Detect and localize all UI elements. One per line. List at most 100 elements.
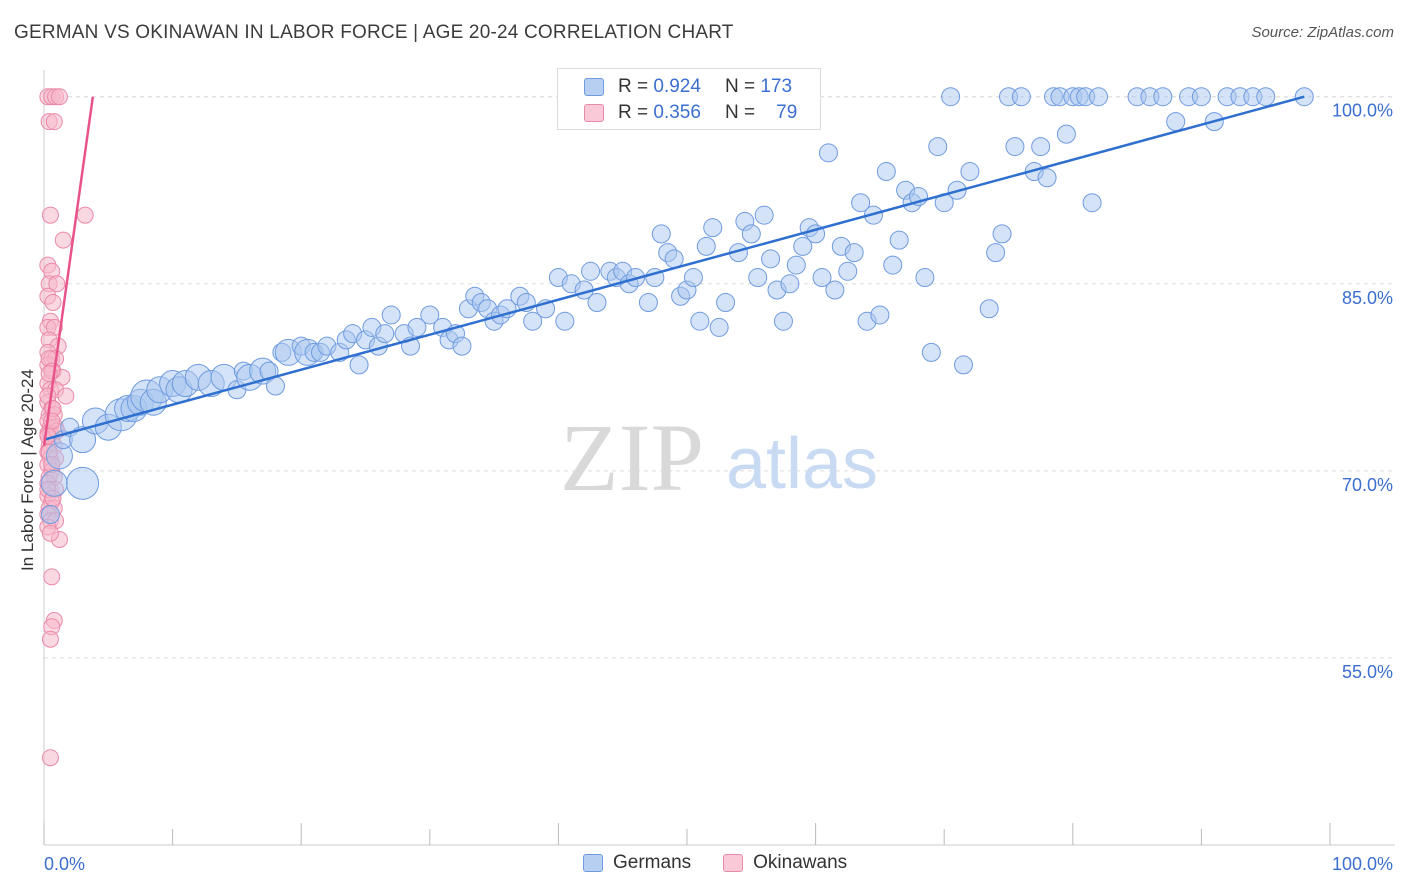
german-point xyxy=(838,261,858,281)
german-point xyxy=(915,268,935,288)
okinawan-point xyxy=(41,206,59,224)
okinawan-point xyxy=(41,630,59,648)
german-point xyxy=(812,268,832,288)
watermark-atlas: atlas xyxy=(726,424,878,504)
german-point xyxy=(748,268,768,288)
stats-legend: R = 0.924 N = 173 R = 0.356 N = 79 xyxy=(557,68,821,130)
okinawan-point xyxy=(45,113,63,131)
okinawans-n-label: N = xyxy=(724,102,756,123)
okinawans-n-value: 79 xyxy=(776,102,798,123)
german-point xyxy=(773,311,793,331)
tick-labels: 55.0% 70.0% 85.0% 100.0% 0.0% 100.0% xyxy=(44,101,1393,874)
german-point xyxy=(407,317,427,337)
legend-row-okinawans: R = 0.356 N = 79 xyxy=(584,101,797,125)
german-point xyxy=(941,87,961,107)
german-point xyxy=(876,162,896,182)
german-point xyxy=(1031,137,1051,157)
german-point xyxy=(555,311,575,331)
y-axis-label: In Labor Force | Age 20-24 xyxy=(18,369,37,571)
germans-legend-label: Germans xyxy=(613,852,692,873)
german-point xyxy=(1166,112,1186,132)
german-point xyxy=(638,292,658,312)
axes xyxy=(43,70,1395,846)
german-point xyxy=(883,255,903,275)
german-point xyxy=(761,249,781,269)
y-tick-label: 55.0% xyxy=(1342,662,1393,682)
german-point xyxy=(1005,137,1025,157)
german-point xyxy=(66,466,100,500)
germans-legend-swatch xyxy=(583,854,603,872)
german-point xyxy=(818,143,838,163)
okinawan-point xyxy=(44,293,62,311)
german-point xyxy=(703,218,723,238)
okinawan-point xyxy=(76,206,94,224)
german-point xyxy=(40,469,68,497)
german-point xyxy=(265,376,285,396)
german-point xyxy=(1089,87,1109,107)
okinawans-trend-line xyxy=(42,96,95,447)
german-point xyxy=(1191,87,1211,107)
germans-n-label: N = xyxy=(724,76,756,97)
german-point xyxy=(523,311,543,331)
german-point xyxy=(581,261,601,281)
german-point xyxy=(452,336,472,356)
german-point xyxy=(587,292,607,312)
german-point xyxy=(780,274,800,294)
german-point xyxy=(349,355,369,375)
okinawan-point xyxy=(43,568,61,586)
german-point xyxy=(953,355,973,375)
german-point xyxy=(1011,87,1031,107)
german-point xyxy=(844,243,864,263)
watermark: ZIP atlas xyxy=(560,404,878,511)
german-point xyxy=(1037,168,1057,188)
german-point xyxy=(928,137,948,157)
series-legend: Germans Okinawans xyxy=(583,852,879,874)
okinawan-point xyxy=(54,231,72,249)
german-point xyxy=(420,305,440,325)
german-point xyxy=(851,193,871,213)
german-point xyxy=(870,305,890,325)
german-point xyxy=(1056,124,1076,144)
okinawan-point xyxy=(57,387,75,405)
x-tick-label-max: 100.0% xyxy=(1332,854,1393,874)
okinawans-r-label: R = xyxy=(618,102,649,123)
german-point xyxy=(889,230,909,250)
german-point xyxy=(683,268,703,288)
german-point xyxy=(979,299,999,319)
german-point xyxy=(741,224,761,244)
german-point xyxy=(709,317,729,337)
german-point xyxy=(375,324,395,344)
okinawan-point xyxy=(48,275,66,293)
germans-r-label: R = xyxy=(618,76,649,97)
germans-r-value: 0.924 xyxy=(653,76,701,97)
legend-item-germans[interactable]: Germans xyxy=(583,852,691,874)
german-point xyxy=(986,243,1006,263)
y-tick-label: 85.0% xyxy=(1342,288,1393,308)
german-point xyxy=(786,255,806,275)
german-point xyxy=(1082,193,1102,213)
watermark-zip: ZIP xyxy=(560,404,704,511)
okinawans-r-value: 0.356 xyxy=(653,102,701,123)
okinawan-point xyxy=(50,88,68,106)
german-point xyxy=(1153,87,1173,107)
okinawans-legend-label: Okinawans xyxy=(753,852,848,873)
german-point xyxy=(690,311,710,331)
trend-lines xyxy=(42,95,1305,447)
german-point xyxy=(69,426,97,454)
german-point xyxy=(716,292,736,312)
german-point xyxy=(651,224,671,244)
okinawans-points xyxy=(39,88,94,767)
german-point xyxy=(921,342,941,362)
german-point xyxy=(696,236,716,256)
okinawan-point xyxy=(41,749,59,767)
legend-item-okinawans[interactable]: Okinawans xyxy=(723,852,847,874)
german-point xyxy=(754,205,774,225)
okinawans-legend-swatch xyxy=(723,854,744,872)
german-point xyxy=(1256,87,1276,107)
germans-n-value: 173 xyxy=(760,76,793,97)
legend-row-germans: R = 0.924 N = 173 xyxy=(584,75,792,99)
chart-title: GERMAN VS OKINAWAN IN LABOR FORCE | AGE … xyxy=(14,22,734,43)
german-point xyxy=(793,236,813,256)
okinawan-point xyxy=(41,524,59,542)
